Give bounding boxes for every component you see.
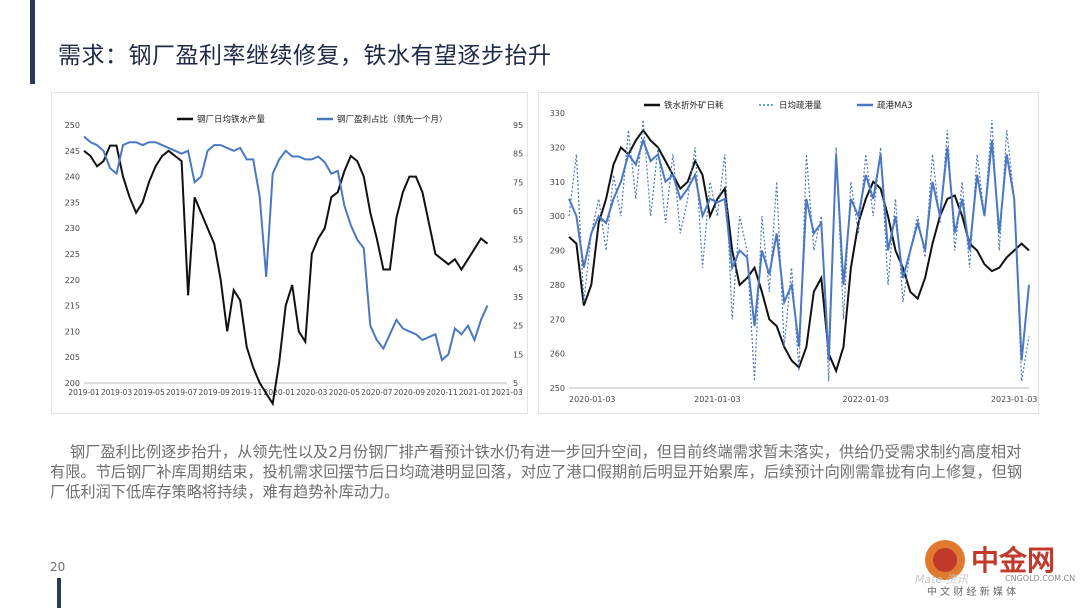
left-chart-svg: 200 205 210 215 220 225 230 235 240 245 250 5 15 25 35… — [65, 114, 523, 407]
logo-en: Mate 资讯 — [915, 573, 969, 586]
y-tick-label: 280 — [550, 281, 565, 290]
x-tick-label: 2022-01-03 — [843, 395, 890, 404]
y-tick-label: 300 — [550, 212, 565, 221]
y-left-tick-label: 200 — [65, 379, 80, 388]
y-tick-label: 250 — [550, 384, 565, 393]
y-right-tick-label: 5 — [513, 379, 518, 388]
x-tick-label: 2019-05 — [133, 388, 165, 397]
x-tick-label: 2020-09 — [394, 388, 426, 397]
right-chart-svg: 250 260 270 280 290 300 310 320 330 2020-01-03 202… — [550, 100, 1038, 404]
y-left-tick-label: 240 — [65, 173, 80, 182]
x-tick-label: 2019-03 — [101, 388, 133, 397]
x-tick-label: 2020-01 — [264, 388, 296, 397]
x-tick-label: 2020-05 — [329, 388, 361, 397]
logo-sub: 中 文 财 经 新 媒 体 — [927, 585, 1016, 598]
y-tick-label: 310 — [550, 178, 565, 187]
y-right-tick-label: 95 — [513, 121, 523, 130]
series-line-0 — [83, 144, 489, 407]
x-tick-label: 2021-01 — [459, 388, 491, 397]
legend-label: 日均疏港量 — [779, 100, 822, 111]
logo-url: CNGOLD.COM.CN — [1005, 574, 1075, 583]
analysis-paragraph: 钢厂盈利比例逐步抬升，从领先性以及2月份钢厂排产看预计铁水仍有进一步回升空间，但… — [50, 443, 1022, 501]
y-right-tick-label: 35 — [513, 293, 523, 302]
y-left-tick-label: 230 — [65, 224, 80, 233]
legend-label: 铁水折外矿日耗 — [664, 100, 724, 111]
series-line-1 — [83, 135, 489, 362]
x-tick-label: 2019-09 — [198, 388, 230, 397]
x-tick-label: 2019-01 — [68, 388, 100, 397]
y-tick-label: 330 — [550, 109, 565, 118]
y-right-tick-label: 75 — [513, 178, 523, 187]
y-tick-label: 260 — [550, 350, 565, 359]
port-clearance-chart: 250 260 270 280 290 300 310 320 330 2020-01-03 202… — [538, 92, 1039, 414]
legend-label: 疏港MA3 — [877, 100, 913, 111]
cngold-logo: 中金网 Mate 资讯 CNGOLD.COM.CN 中 文 财 经 新 媒 体 — [915, 535, 1075, 605]
x-tick-label: 2020-01-03 — [569, 395, 616, 404]
logo-svg: 中金网 Mate 资讯 CNGOLD.COM.CN 中 文 财 经 新 媒 体 — [915, 540, 1075, 598]
y-tick-label: 290 — [550, 247, 565, 256]
y-left-tick-label: 210 — [65, 327, 80, 336]
y-right-tick-label: 55 — [513, 236, 523, 245]
x-tick-label: 2020-03 — [296, 388, 328, 397]
y-left-tick-label: 245 — [65, 147, 80, 156]
x-tick-label: 2020-11 — [426, 388, 458, 397]
iron-output-profit-chart: 200 205 210 215 220 225 230 235 240 245 250 5 15 25 35… — [51, 92, 528, 414]
header-accent-bar — [30, 0, 35, 84]
y-right-tick-label: 65 — [513, 207, 523, 216]
y-right-tick-label: 25 — [513, 322, 523, 331]
y-left-tick-label: 225 — [65, 250, 80, 259]
y-left-tick-label: 220 — [65, 276, 80, 285]
x-tick-label: 2023-01-03 — [991, 395, 1038, 404]
y-left-tick-label: 235 — [65, 198, 80, 207]
legend-label: 钢厂日均铁水产量 — [197, 114, 266, 125]
y-right-tick-label: 15 — [513, 350, 523, 359]
footer-accent-bar — [57, 578, 61, 608]
y-left-tick-label: 250 — [65, 121, 80, 130]
x-tick-label: 2019-07 — [166, 388, 198, 397]
y-tick-label: 320 — [550, 143, 565, 152]
logo-inner-icon — [933, 548, 957, 572]
page-title: 需求：钢厂盈利率继续修复，铁水有望逐步抬升 — [58, 43, 552, 69]
y-left-tick-label: 205 — [65, 353, 80, 362]
page-number: 20 — [50, 560, 66, 574]
y-left-tick-label: 215 — [65, 302, 80, 311]
logo-cn: 中金网 — [971, 544, 1055, 577]
y-right-tick-label: 85 — [513, 150, 523, 159]
x-tick-label: 2021-03 — [491, 388, 523, 397]
y-tick-label: 270 — [550, 315, 565, 324]
x-tick-label: 2019-11 — [231, 388, 263, 397]
series-line-2 — [568, 137, 1030, 361]
x-tick-label: 2021-01-03 — [694, 395, 741, 404]
legend-label: 钢厂盈利占比（领先一个月） — [337, 114, 448, 125]
x-tick-label: 2020-07 — [361, 388, 393, 397]
y-right-tick-label: 45 — [513, 264, 523, 273]
